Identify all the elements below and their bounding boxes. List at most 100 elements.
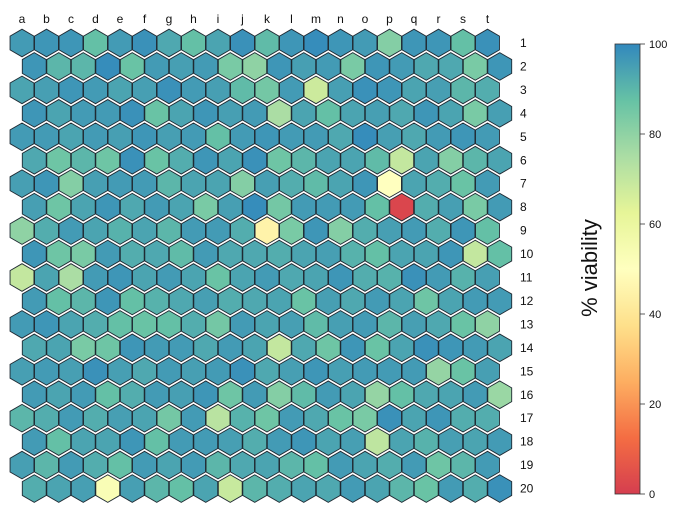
hex-cell-b-11 bbox=[34, 263, 59, 292]
hex-cell-g-9 bbox=[156, 216, 182, 245]
hex-cell-m-20 bbox=[315, 474, 341, 503]
hex-cell-j-8 bbox=[242, 192, 268, 222]
color-legend: 0 20 40 60 80 100 % viability bbox=[577, 39, 667, 501]
hex-cell-g-12 bbox=[168, 286, 194, 316]
hex-cell-t-14 bbox=[487, 333, 513, 363]
row-label-12: 12 bbox=[520, 294, 534, 308]
hex-cell-p-2 bbox=[389, 52, 415, 81]
hex-cell-t-3 bbox=[475, 75, 500, 105]
hex-cell-s-5 bbox=[450, 122, 476, 152]
hex-cell-d-1 bbox=[83, 28, 108, 58]
hex-cell-p-19 bbox=[377, 450, 402, 480]
hex-cell-s-15 bbox=[450, 356, 476, 386]
column-label-o: o bbox=[362, 12, 369, 26]
hex-cell-l-3 bbox=[279, 75, 304, 105]
hex-cell-e-17 bbox=[107, 403, 133, 433]
hex-cell-b-4 bbox=[46, 99, 72, 128]
hex-cell-q-2 bbox=[413, 52, 439, 81]
column-label-a: a bbox=[19, 12, 26, 26]
column-label-t: t bbox=[486, 12, 490, 26]
hex-cell-j-3 bbox=[230, 75, 255, 105]
hex-cell-j-16 bbox=[242, 380, 268, 410]
hex-cell-o-3 bbox=[352, 75, 378, 105]
hex-cell-q-12 bbox=[413, 286, 439, 316]
hex-cell-l-6 bbox=[291, 145, 317, 175]
hex-cell-r-4 bbox=[438, 99, 464, 128]
hex-cell-p-3 bbox=[377, 75, 402, 105]
hex-cell-r-2 bbox=[438, 52, 464, 81]
hex-cell-k-12 bbox=[266, 286, 292, 316]
hex-cell-a-12 bbox=[21, 286, 47, 316]
hex-cell-d-16 bbox=[95, 380, 121, 410]
hex-cell-e-1 bbox=[107, 28, 133, 58]
hex-cell-n-10 bbox=[340, 239, 366, 269]
hex-cell-a-18 bbox=[21, 427, 47, 456]
hex-cell-l-10 bbox=[291, 239, 317, 269]
hex-cell-r-9 bbox=[426, 216, 451, 245]
hex-cell-l-8 bbox=[291, 192, 317, 222]
hex-cell-c-19 bbox=[58, 450, 84, 480]
hex-cell-q-9 bbox=[401, 216, 427, 245]
hex-cell-f-3 bbox=[132, 75, 157, 105]
hex-cell-t-12 bbox=[487, 286, 513, 316]
hex-cell-e-20 bbox=[119, 474, 145, 503]
hex-cell-m-11 bbox=[303, 263, 329, 292]
hex-cell-m-15 bbox=[303, 356, 329, 386]
column-label-l: l bbox=[290, 12, 293, 26]
hex-cell-o-8 bbox=[364, 192, 390, 222]
hex-cell-d-20 bbox=[95, 474, 121, 503]
hex-cell-a-2 bbox=[21, 52, 47, 81]
hex-cell-f-4 bbox=[144, 99, 170, 128]
hex-cell-c-17 bbox=[58, 403, 84, 433]
hex-cell-e-13 bbox=[107, 310, 133, 339]
hex-cell-g-7 bbox=[156, 169, 182, 199]
hex-cell-h-16 bbox=[193, 380, 219, 410]
hex-cell-h-5 bbox=[181, 122, 206, 152]
hex-cell-p-8 bbox=[389, 192, 415, 222]
hex-cell-i-7 bbox=[205, 169, 231, 199]
hex-cell-q-8 bbox=[413, 192, 439, 222]
hex-cell-j-10 bbox=[242, 239, 268, 269]
hex-cell-k-7 bbox=[254, 169, 280, 199]
hex-cell-k-11 bbox=[254, 263, 280, 292]
row-label-9: 9 bbox=[520, 224, 527, 238]
hex-cell-n-13 bbox=[328, 310, 353, 339]
hex-cell-o-15 bbox=[352, 356, 378, 386]
column-label-n: n bbox=[337, 12, 344, 26]
hex-cell-i-3 bbox=[205, 75, 231, 105]
hex-cell-r-1 bbox=[426, 28, 451, 58]
hex-cell-q-3 bbox=[401, 75, 427, 105]
hex-cell-b-18 bbox=[46, 427, 72, 456]
hex-cell-d-12 bbox=[95, 286, 121, 316]
hex-cell-g-16 bbox=[168, 380, 194, 410]
hex-cell-e-16 bbox=[119, 380, 145, 410]
hex-cell-g-20 bbox=[168, 474, 194, 503]
hex-cell-f-14 bbox=[144, 333, 170, 363]
hex-cell-e-5 bbox=[107, 122, 133, 152]
hex-cell-n-20 bbox=[340, 474, 366, 503]
hex-cell-g-17 bbox=[156, 403, 182, 433]
hex-cell-d-5 bbox=[83, 122, 108, 152]
hex-cell-s-14 bbox=[462, 333, 488, 363]
hex-cell-o-2 bbox=[364, 52, 390, 81]
hex-cell-l-17 bbox=[279, 403, 304, 433]
hex-cell-a-7 bbox=[9, 169, 35, 199]
row-label-5: 5 bbox=[520, 130, 527, 144]
hex-cell-p-13 bbox=[377, 310, 402, 339]
hex-cell-j-17 bbox=[230, 403, 255, 433]
hex-cell-e-19 bbox=[107, 450, 133, 480]
hex-cell-g-5 bbox=[156, 122, 182, 152]
hex-cell-f-5 bbox=[132, 122, 157, 152]
hex-cell-g-8 bbox=[168, 192, 194, 222]
hex-cell-r-3 bbox=[426, 75, 451, 105]
hex-cell-n-6 bbox=[340, 145, 366, 175]
hex-cell-k-17 bbox=[254, 403, 280, 433]
hex-cell-q-7 bbox=[401, 169, 427, 199]
row-label-3: 3 bbox=[520, 83, 527, 97]
hex-cell-h-11 bbox=[181, 263, 206, 292]
hex-cell-k-16 bbox=[266, 380, 292, 410]
hex-cell-i-4 bbox=[217, 99, 243, 128]
hex-cell-o-13 bbox=[352, 310, 378, 339]
hex-cell-h-15 bbox=[181, 356, 206, 386]
